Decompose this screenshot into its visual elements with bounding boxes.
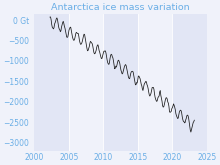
Title: Antarctica ice mass variation: Antarctica ice mass variation [51,3,190,13]
Bar [69,14,103,151]
Bar [103,14,138,151]
Bar [207,14,220,151]
Bar [172,14,207,151]
Bar [138,14,172,151]
Bar [35,14,69,151]
